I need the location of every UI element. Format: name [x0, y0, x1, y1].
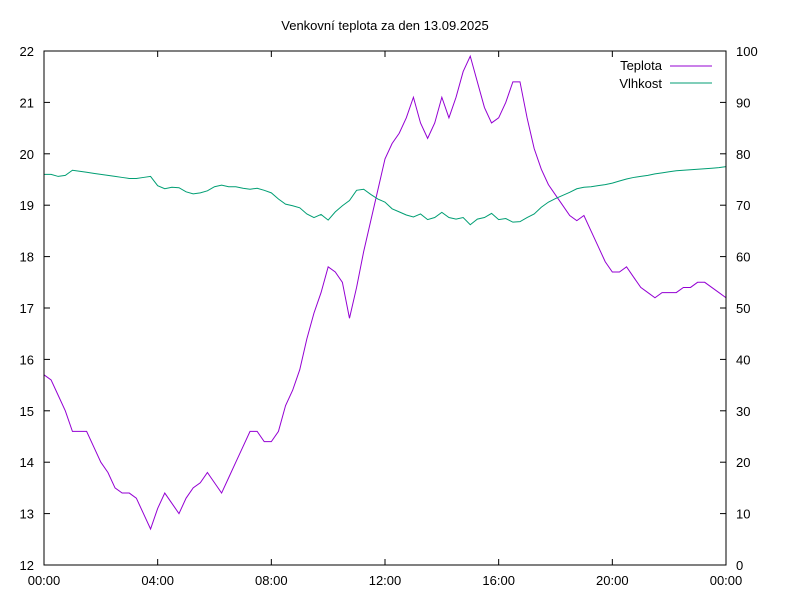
y-tick-label: 13	[20, 507, 34, 522]
axes: 12 13 14 15 16 17 18 19 20 21 22 0 10 20 30 40 50 60 70 80 9…	[20, 44, 758, 588]
y2-tick-label: 60	[736, 250, 750, 265]
x-tick-label: 00:00	[28, 573, 61, 588]
y2-tick-label: 90	[736, 95, 750, 110]
y2-tick-label: 30	[736, 404, 750, 419]
series-layer	[43, 54, 727, 531]
y2-tick-label: 50	[736, 301, 750, 316]
y2-tick-label: 80	[736, 147, 750, 162]
legend: Teplota Vlhkost	[619, 58, 712, 91]
x-tick-label: 20:00	[596, 573, 629, 588]
y-tick-label: 15	[20, 404, 34, 419]
x-tick-label: 12:00	[369, 573, 402, 588]
x-tick-label: 04:00	[141, 573, 174, 588]
y-tick-label: 12	[20, 558, 34, 573]
series-line-teplota	[43, 54, 727, 531]
y2-tick-label: 40	[736, 352, 750, 367]
x-tick-label: 00:00	[710, 573, 743, 588]
y2-tick-label: 70	[736, 198, 750, 213]
legend-label-vlhkost: Vlhkost	[619, 76, 662, 91]
chart-title: Venkovní teplota za den 13.09.2025	[281, 18, 488, 33]
y2-tick-label: 10	[736, 507, 750, 522]
y-tick-label: 18	[20, 250, 34, 265]
y-tick-label: 16	[20, 352, 34, 367]
y-tick-label: 21	[20, 95, 34, 110]
series-line-vlhkost	[44, 166, 727, 226]
y2-tick-label: 20	[736, 455, 750, 470]
y-tick-label: 19	[20, 198, 34, 213]
y-tick-label: 17	[20, 301, 34, 316]
legend-label-teplota: Teplota	[620, 58, 663, 73]
y2-tick-label: 0	[736, 558, 743, 573]
y-tick-label: 22	[20, 44, 34, 59]
x-tick-label: 16:00	[482, 573, 515, 588]
y-tick-label: 14	[20, 455, 34, 470]
x-tick-label: 08:00	[255, 573, 288, 588]
y2-tick-label: 100	[736, 44, 758, 59]
plot-frame	[43, 50, 727, 566]
y-tick-label: 20	[20, 147, 34, 162]
